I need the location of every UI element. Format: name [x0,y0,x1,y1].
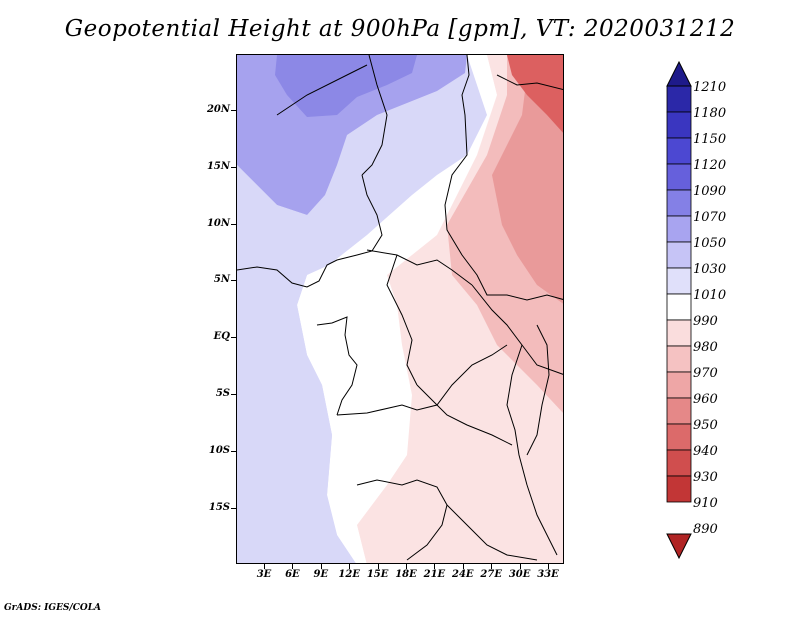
colorbar-level-label: 950 [693,418,718,433]
colorbar-cell [666,319,692,347]
lon-tick-label: 27E [480,569,502,580]
colorbar-cell [666,371,692,399]
lat-tick-label: 15S [208,501,230,513]
colorbar-cell [666,85,692,113]
lat-tick-mark [231,337,236,339]
lat-tick-label: 10N [206,217,230,229]
colorbar-level-label: 1050 [693,236,727,251]
colorbar-cell [666,189,692,217]
lon-tick-mark [377,564,379,569]
colorbar-level-label: 1070 [693,210,727,225]
colorbar-level-label: 1150 [693,132,727,147]
lat-tick-label: 15N [206,160,230,172]
lat-tick-mark [231,507,236,509]
colorbar-top-arrow [666,60,692,87]
colorbar-cell [666,475,692,503]
colorbar-cell [666,449,692,477]
colorbar-level-label: 990 [693,314,718,329]
chart-title: Geopotential Height at 900hPa [gpm], VT:… [64,16,736,42]
colorbar-cell [666,215,692,243]
colorbar-level-label: 960 [693,392,718,407]
lat-tick-mark [231,394,236,395]
map-panel [236,54,564,564]
lon-tick-label: 33E [537,569,559,580]
colorbar-level-label: 1010 [693,288,727,303]
lat-tick-mark [231,223,236,225]
lon-tick-mark [491,564,493,569]
highest-height-region [275,55,417,117]
colorbar-level-label: 1180 [693,106,727,121]
colorbar-level-label: 1210 [693,80,727,95]
lat-tick-label: EQ [213,331,230,343]
lat-tick-label: 5N [213,274,230,286]
lat-tick-label: 20N [206,104,230,115]
lon-tick-mark [320,564,322,569]
lat-tick-mark [231,450,236,452]
colorbar-cell [666,137,692,165]
lon-tick-label: 12E [338,569,360,580]
very-low-height-region [492,55,563,304]
lon-tick-label: 18E [395,569,417,580]
lon-tick-label: 24E [452,569,474,580]
lat-tick-mark [231,166,236,168]
geopotential-map [237,55,563,563]
colorbar-cell [666,397,692,425]
lat-tick-mark [231,280,236,282]
colorbar-level-label: 1030 [693,262,727,277]
colorbar-level-label: 970 [693,366,718,381]
colorbar-level-label: 1090 [693,184,727,199]
lowest-height-region [507,55,563,133]
colorbar-cell [666,423,692,451]
lon-tick-label: 21E [423,569,446,580]
south-coast-region [237,165,356,563]
lon-tick-mark [462,564,464,569]
lon-tick-mark [264,564,265,569]
lon-tick-label: 9E [313,569,329,580]
lon-tick-mark [292,564,294,569]
colorbar-bottom-arrow [666,533,692,560]
lon-tick-mark [434,564,436,569]
colorbar-level-label: 1120 [693,158,727,173]
colorbar-cell [666,345,692,373]
lat-tick-label: 5S [215,388,230,399]
colorbar-cell [666,293,692,321]
colorbar-cell [666,267,692,295]
colorbar-cell [666,163,692,191]
colorbar [666,60,692,560]
lon-tick-label: 15E [366,569,389,580]
lon-tick-mark [548,564,549,569]
colorbar-level-label: 940 [693,444,718,459]
colorbar-level-label: 910 [693,496,718,511]
lon-tick-mark [519,564,521,569]
lon-tick-mark [406,564,407,569]
lat-tick-label: 10S [208,444,230,456]
colorbar-level-label: 930 [693,470,718,485]
coastlines-and-borders [237,55,563,561]
colorbar-level-label: 980 [693,340,718,355]
lon-tick-label: 6E [285,569,300,580]
colorbar-level-label: 890 [693,522,718,537]
colorbar-cell [666,241,692,269]
lon-tick-label: 3E [256,569,272,580]
lat-tick-mark [231,110,236,111]
lon-tick-mark [349,564,351,569]
lon-tick-label: 30E [508,569,531,580]
credit-text: GrADS: IGES/COLA [4,603,102,613]
colorbar-cell [666,111,692,139]
